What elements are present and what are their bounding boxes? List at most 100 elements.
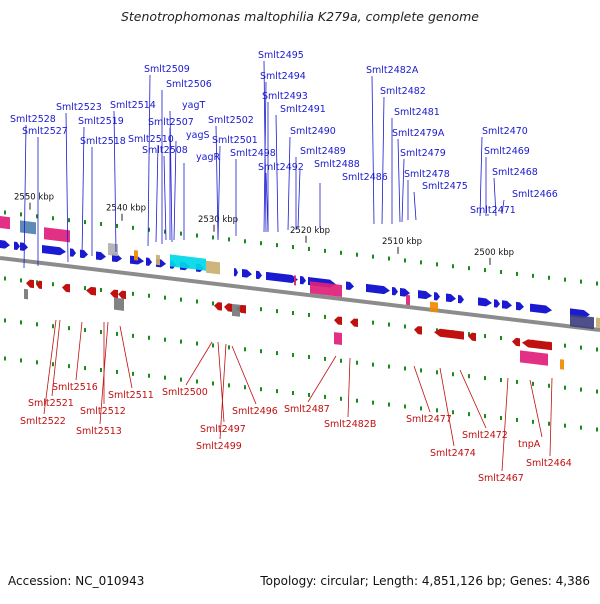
scale-tick: [596, 427, 598, 432]
label-leader-line: [401, 158, 405, 223]
scale-tick: [436, 328, 438, 333]
scale-tick: [52, 362, 54, 367]
forward-gene: [242, 269, 252, 278]
label-leader-line: [75, 321, 83, 381]
forward-gene: [530, 303, 552, 314]
map-title: Stenotrophomonas maltophilia K279a, comp…: [120, 9, 480, 24]
gene-label-top: Smlt2482A: [366, 65, 419, 76]
scale-tick: [148, 335, 150, 340]
gene-label-top: Smlt2469: [484, 146, 530, 157]
scale-tick: [324, 248, 326, 253]
scale-tick: [308, 354, 310, 359]
scale-tick: [36, 360, 38, 365]
scale-tick: [260, 307, 262, 312]
forward-gene: [146, 257, 152, 266]
scale-tick: [116, 223, 118, 228]
scale-tick: [500, 378, 502, 382]
scale-tick: [212, 381, 214, 386]
gene-label-top: Smlt2494: [260, 71, 306, 82]
scale-tick: [340, 396, 342, 401]
label-leader-line: [155, 144, 159, 243]
scale-tick: [420, 368, 422, 373]
scale-tick: [244, 385, 246, 390]
scale-tick: [580, 387, 582, 392]
gene-label-top: Smlt2466: [512, 189, 558, 200]
scale-tick: [36, 214, 38, 219]
scale-tick: [340, 250, 342, 255]
scale-tick: [292, 353, 294, 358]
accession-text: Accession: NC_010943: [8, 574, 145, 588]
scale-tick: [372, 320, 374, 325]
gene-label-top: Smlt2490: [290, 126, 336, 137]
label-leader-line: [215, 125, 219, 239]
forward-gene: [42, 245, 66, 256]
scale-tick: [468, 374, 470, 379]
label-leader-line: [217, 145, 221, 241]
scale-tick: [436, 262, 438, 267]
scale-tick: [164, 295, 166, 300]
gene-label-bottom: Smlt2497: [200, 424, 246, 435]
label-leader-line: [501, 377, 509, 472]
reverse-gene: [214, 302, 222, 311]
gene-label-top: Smlt2471: [470, 205, 516, 216]
scale-tick: [148, 373, 150, 378]
label-leader-line: [459, 369, 487, 429]
scale-tick: [484, 268, 486, 273]
gene-label-top: Smlt2510: [128, 134, 174, 145]
forward-gene: [70, 248, 76, 257]
gene-label-top: Smlt2493: [262, 91, 308, 102]
label-leader-line: [163, 155, 167, 241]
scale-tick: [452, 264, 454, 269]
reverse-gene: [468, 332, 476, 342]
scale-tick: [196, 379, 198, 384]
scale-tick: [308, 246, 310, 251]
label-leader-line: [397, 138, 401, 223]
scale-tick: [372, 362, 374, 367]
gene-label-top: Smlt2518: [80, 136, 126, 147]
rna-gene: [44, 227, 70, 243]
label-leader-line: [501, 199, 505, 215]
label-leader-line: [275, 114, 279, 233]
scale-tick: [580, 425, 582, 430]
label-leader-line: [185, 341, 213, 386]
scale-tick: [116, 369, 118, 374]
rna-gene: [294, 275, 296, 286]
forward-gene: [96, 251, 106, 261]
scale-tick: [356, 360, 358, 365]
scale-tick: [20, 212, 22, 217]
label-leader-line: [173, 140, 177, 241]
scale-tick: [276, 389, 278, 394]
scale-tick: [52, 282, 54, 287]
label-leader-line: [219, 343, 227, 440]
label-leader-line: [51, 319, 61, 397]
scale-tick: [4, 318, 6, 323]
gene-label-top: Smlt2498: [230, 148, 276, 159]
highlighted-gene: [170, 254, 206, 271]
label-leader-line: [439, 367, 455, 447]
label-leader-line: [119, 325, 133, 389]
scale-tick: [68, 326, 70, 331]
genome-backbone: [0, 256, 600, 332]
scale-tick: [260, 387, 262, 392]
label-leader-line: [231, 345, 257, 405]
scale-tick: [84, 366, 86, 371]
scale-tick: [276, 351, 278, 356]
gray-gene: [24, 288, 28, 300]
scale-tick: [132, 333, 134, 338]
scale-tick: [116, 331, 118, 336]
forward-gene: [234, 268, 238, 277]
scale-tick: [532, 419, 534, 424]
scale-tick: [228, 237, 230, 242]
scale-tick: [100, 222, 102, 226]
gray-gene: [108, 242, 118, 257]
label-leader-line: [43, 319, 57, 415]
gene-label-bottom: Smlt2464: [526, 458, 572, 469]
scale-label: 2500 kbp: [474, 248, 514, 258]
gene-label-top: Smlt2506: [166, 79, 212, 90]
scale-tick: [196, 299, 198, 304]
forward-gene: [346, 281, 354, 290]
scale-tick: [596, 281, 598, 286]
label-leader-line: [147, 74, 151, 247]
scale-tick: [484, 414, 486, 419]
